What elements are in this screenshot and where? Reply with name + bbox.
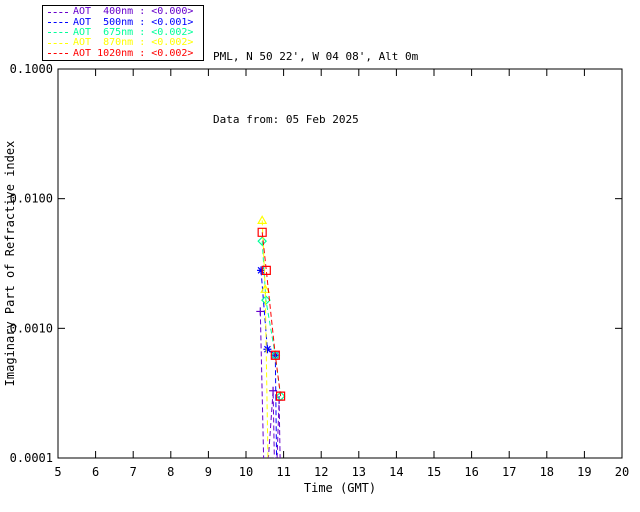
x-tick-label: 14	[389, 465, 403, 479]
legend-item-500nm:<: AOT 500nm : <0.001>	[48, 16, 203, 28]
x-tick-label: 8	[167, 465, 174, 479]
legend-item-1020nm:: AOT 1020nm : <0.002>	[48, 47, 203, 59]
x-tick-label: 12	[314, 465, 328, 479]
x-tick-label: 18	[540, 465, 554, 479]
legend-item-label: AOT 1020nm : <0.002>	[73, 47, 194, 59]
x-tick-label: 6	[92, 465, 99, 479]
square-marker	[261, 265, 271, 275]
legend: AOT 400nm : <0.000> AOT 500nm : <0.001> AO…	[42, 5, 204, 61]
x-tick-label: 10	[239, 465, 253, 479]
legend-line-sample	[48, 53, 68, 55]
x-tick-label: 19	[577, 465, 591, 479]
legend-line-sample	[48, 11, 68, 13]
y-axis: 0.1000 0.0100 0.0010 0.0001 Imaginary Part o…	[3, 62, 622, 465]
series-line	[259, 311, 281, 458]
y-axis-title: Imaginary Part of Refractive index	[3, 141, 17, 387]
legend-item-400nm:<: AOT 400nm : <0.000>	[48, 7, 203, 17]
triangle-marker	[260, 284, 271, 293]
series-line	[261, 220, 269, 458]
x-tick-label: 13	[352, 465, 366, 479]
plot-frame	[57, 68, 623, 459]
y-tick-label: 0.0001	[10, 451, 53, 465]
legend-item-label: AOT 675nm : <0.002>	[73, 26, 194, 38]
station-location-label: PML, N 50 22', W 04 08', Alt 0m	[213, 50, 419, 63]
x-tick-label: 9	[205, 465, 212, 479]
series-line	[260, 270, 278, 458]
legend-item-label: AOT 870nm : <0.002>	[73, 37, 194, 49]
x-tick-label: 16	[464, 465, 478, 479]
asterisk-marker	[257, 266, 266, 275]
legend-item-label: AOT 400nm : <0.000>	[73, 6, 194, 18]
series-line	[261, 232, 282, 397]
legend-line-sample	[48, 22, 68, 24]
y-tick-label: 0.0010	[10, 321, 53, 335]
x-tick-label: 17	[502, 465, 516, 479]
plus-marker	[256, 307, 265, 316]
x-tick-label: 5	[54, 465, 61, 479]
square-marker	[270, 350, 280, 360]
series-aot-1020nm	[257, 227, 286, 401]
asterisk-marker	[263, 345, 272, 354]
header-text: PML, N 50 22', W 04 08', Alt 0m Data fro…	[213, 4, 418, 172]
series-aot-870nm	[257, 215, 271, 458]
legend-item-675nm:<: AOT 675nm : <0.002>	[48, 26, 203, 38]
x-tick-label: 15	[427, 465, 441, 479]
legend-item-label: AOT 500nm : <0.001>	[73, 16, 194, 28]
x-axis: 5 6 7 8 9 10 11 12 13 14 15 16 17 18 19 20 Time (GMT)	[54, 69, 629, 495]
triangle-marker	[257, 215, 268, 224]
x-tick-label: 20	[615, 465, 629, 479]
x-tick-label: 7	[130, 465, 137, 479]
square-marker	[257, 227, 267, 237]
x-tick-label: 11	[276, 465, 290, 479]
diamond-marker	[257, 236, 268, 247]
square-marker	[275, 391, 286, 401]
data-date-label: Data from: 05 Feb 2025	[213, 113, 359, 126]
series-aot-400nm	[256, 307, 284, 458]
legend-item-870nm:<: AOT 870nm : <0.002>	[48, 38, 203, 48]
y-tick-label: 0.1000	[10, 62, 53, 76]
legend-line-sample	[48, 32, 68, 34]
y-tick-label: 0.0100	[10, 192, 53, 206]
x-axis-title: Time (GMT)	[304, 481, 376, 495]
legend-line-sample	[48, 42, 68, 44]
